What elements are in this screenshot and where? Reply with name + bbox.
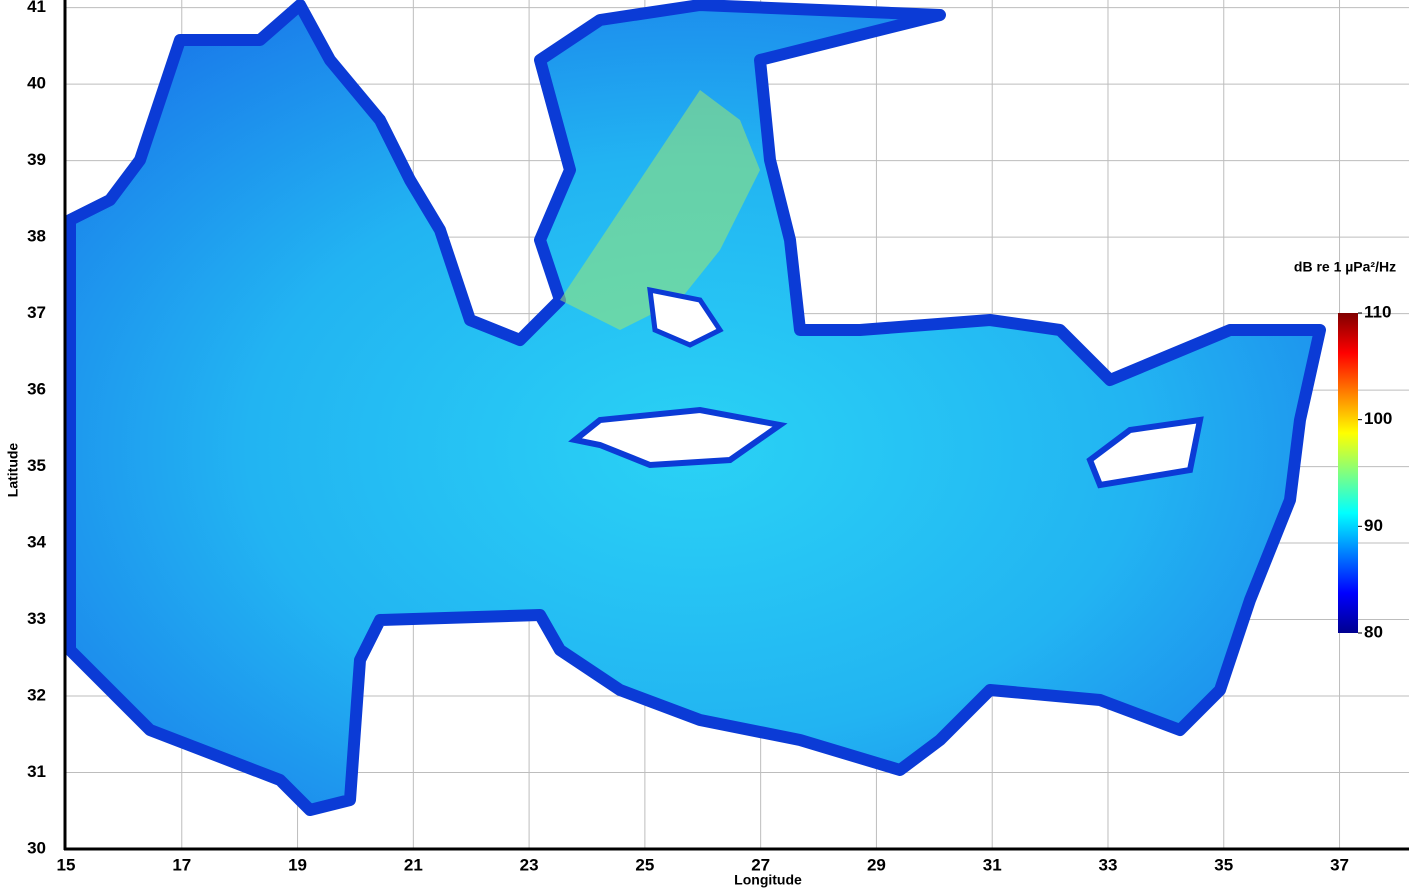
x-tick-label: 19 (288, 855, 307, 874)
y-tick-label: 31 (27, 762, 46, 781)
y-tick-label: 33 (27, 609, 46, 628)
x-tick-label: 15 (57, 855, 76, 874)
x-tick-label: 21 (404, 855, 423, 874)
y-tick-label: 34 (27, 533, 46, 552)
y-tick-label: 40 (27, 74, 46, 93)
y-tick-label: 38 (27, 227, 46, 246)
y-tick-label: 30 (27, 838, 46, 857)
sea-field (64, 0, 1326, 816)
y-tick-label: 39 (27, 150, 46, 169)
colorbar-tick-label: 110 (1364, 302, 1391, 321)
y-tick-label: 37 (27, 303, 46, 322)
x-tick-label: 35 (1214, 855, 1233, 874)
y-tick-label: 36 (27, 380, 46, 399)
x-tick-label: 27 (751, 855, 770, 874)
aegean-hotspot (560, 90, 760, 330)
x-tick-label: 37 (1330, 855, 1349, 874)
crete (568, 406, 788, 469)
colorbar-tick-label: 100 (1364, 409, 1392, 428)
y-axis-label: Latitude (5, 443, 21, 498)
y-tick-label: 32 (27, 686, 46, 705)
x-tick-label: 17 (172, 855, 191, 874)
x-tick-label: 31 (983, 855, 1002, 874)
x-axis-label: Longitude (734, 872, 802, 888)
colorbar-tick-label: 80 (1364, 622, 1383, 641)
y-tick-label: 35 (27, 456, 46, 475)
x-tick-label: 29 (867, 855, 886, 874)
x-tick-label: 23 (520, 855, 539, 874)
colorbar (1338, 313, 1358, 633)
x-tick-label: 33 (1099, 855, 1118, 874)
colorbar-label: dB re 1 µPa²/Hz (1294, 259, 1396, 275)
y-tick-label: 41 (27, 0, 46, 16)
colorbar-tick-label: 90 (1364, 516, 1383, 535)
greek-islands (647, 286, 724, 348)
cyprus (1086, 416, 1204, 489)
x-tick-label: 25 (635, 855, 654, 874)
